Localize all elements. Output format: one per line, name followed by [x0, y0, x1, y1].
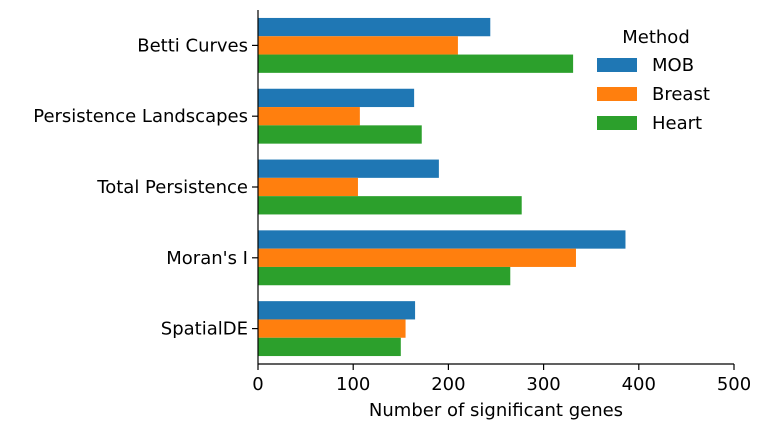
x-tick-label-400: 400 [622, 374, 656, 395]
bar-moran-s-i-heart [258, 266, 511, 286]
bar-betti-curves-mob [258, 17, 491, 37]
y-ticks-group: Betti Curves Persistence Landscapes Total … [33, 35, 258, 340]
legend-title: Method [622, 27, 690, 48]
legend-items: MOB Breast Heart [597, 55, 710, 134]
bar-persistence-landscapes-heart [258, 125, 422, 144]
y-tick-label-moran-s-i: Moran's I [166, 248, 248, 269]
x-tick-label-200: 200 [431, 374, 465, 395]
bar-persistence-landscapes-mob [258, 88, 415, 108]
legend-swatch-breast [597, 87, 637, 101]
legend-swatch-heart [597, 116, 637, 130]
bar-total-persistence-mob [258, 159, 439, 178]
bar-moran-s-i-breast [258, 248, 576, 267]
bar-persistence-landscapes-breast [258, 107, 360, 126]
legend: Method MOB Breast Heart [597, 27, 710, 134]
x-tick-label-300: 300 [526, 374, 560, 395]
x-tick-label-500: 500 [717, 374, 751, 395]
y-tick-label-betti-curves: Betti Curves [137, 35, 248, 56]
bar-spatialde-heart [258, 337, 401, 357]
legend-label-breast: Breast [652, 84, 710, 105]
x-ticks-group: 0 100 200 300 400 500 [252, 364, 751, 395]
legend-label-heart: Heart [652, 113, 702, 134]
bar-betti-curves-breast [258, 36, 458, 55]
legend-label-mob: MOB [652, 55, 694, 76]
bar-total-persistence-heart [258, 196, 522, 215]
bar-total-persistence-breast [258, 177, 358, 197]
x-tick-label-100: 100 [336, 374, 370, 395]
bar-betti-curves-heart [258, 54, 574, 73]
x-axis-title: Number of significant genes [369, 400, 623, 421]
bar-spatialde-mob [258, 301, 416, 320]
bar-moran-s-i-mob [258, 230, 626, 249]
bar-spatialde-breast [258, 319, 406, 338]
legend-swatch-mob [597, 58, 637, 72]
y-tick-label-total-persistence: Total Persistence [96, 177, 248, 198]
x-tick-label-0: 0 [252, 374, 263, 395]
y-tick-label-spatialde: SpatialDE [161, 319, 248, 340]
y-tick-label-persistence-landscapes: Persistence Landscapes [33, 106, 248, 127]
bars-group [258, 17, 626, 357]
